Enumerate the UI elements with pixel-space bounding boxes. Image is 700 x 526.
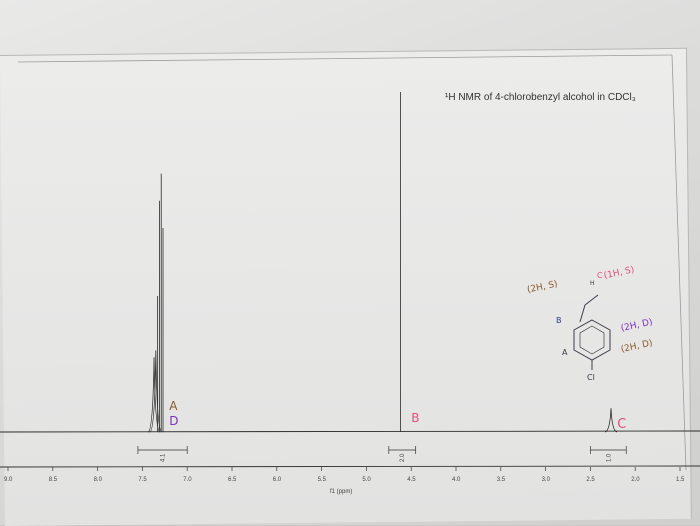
x-tick-label: 3.0: [542, 477, 551, 483]
x-tick-label: 4.5: [407, 477, 416, 483]
x-tick-label: 1.5: [676, 477, 685, 483]
x-tick-label: 2.0: [631, 477, 640, 483]
x-axis-label: f1 (ppm): [330, 489, 352, 495]
oh-note: (1H, S): [603, 265, 635, 281]
ch2-note: (2H, S): [526, 279, 558, 295]
x-tick-label: 3.5: [497, 477, 506, 483]
x-tick-label: 6.5: [228, 477, 237, 483]
a-label-structure: A: [562, 348, 568, 357]
integral-value: 2.0: [400, 453, 406, 462]
x-tick-label: 8.0: [94, 477, 103, 483]
x-tick-label: 7.0: [183, 477, 192, 483]
ar1-note: (2H, D): [620, 318, 654, 334]
integral-value: 1.0: [606, 453, 612, 462]
integral-value: 4.1: [161, 453, 167, 462]
bond-ch2-o: [584, 294, 599, 306]
plot-right-border: [671, 54, 687, 471]
chart-title: ¹H NMR of 4-chlorobenzyl alcohol in CDCl…: [445, 92, 636, 103]
peak-line: [147, 357, 161, 433]
annotation-b: B: [411, 411, 419, 425]
plot-top-border: [17, 54, 673, 63]
b-label-structure: B: [556, 316, 562, 325]
annotation-d: D: [169, 414, 178, 428]
spectrum-baseline: [0, 430, 700, 433]
c-label-structure: C: [597, 271, 603, 280]
peak-line: [604, 408, 618, 433]
annotation-a: A: [169, 399, 178, 413]
benzene-inner-ring: [579, 325, 605, 355]
x-tick-label: 9.0: [4, 477, 13, 483]
x-tick-label: 7.5: [138, 477, 147, 483]
annotation-c: C: [617, 417, 626, 432]
x-tick-label: 4.0: [452, 477, 461, 483]
chemical-structure-sketch: Cl (2H, S) (1H, S) (2H, D) (2H, D) B A C…: [526, 265, 653, 382]
cl-label: Cl: [587, 373, 595, 382]
bond-ring-ch2: [579, 304, 586, 323]
x-tick-label: 6.0: [273, 477, 282, 483]
h-small-label: H: [590, 280, 595, 287]
x-tick-label: 5.5: [318, 477, 327, 483]
x-tick-label: 5.0: [362, 477, 371, 483]
x-tick-label: 8.5: [49, 477, 58, 483]
x-axis-line: [0, 465, 700, 468]
ar2-note: (2H, D): [620, 339, 654, 355]
x-tick-label: 2.5: [586, 477, 595, 483]
